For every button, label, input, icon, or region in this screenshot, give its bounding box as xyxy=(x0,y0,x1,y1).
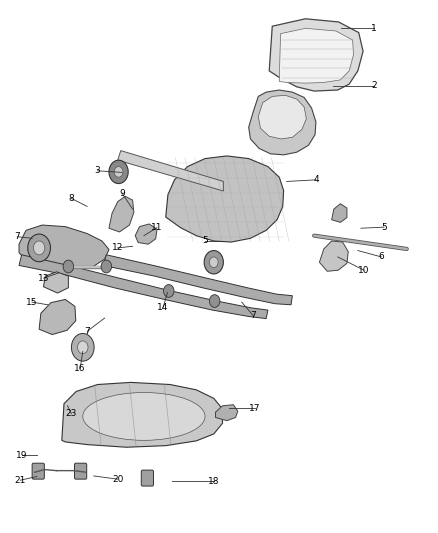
Polygon shape xyxy=(43,272,68,293)
Text: 21: 21 xyxy=(14,476,26,484)
Text: 20: 20 xyxy=(112,475,124,483)
Ellipse shape xyxy=(83,392,205,440)
Polygon shape xyxy=(258,95,306,139)
Circle shape xyxy=(28,234,50,262)
Circle shape xyxy=(109,160,128,183)
Text: 3: 3 xyxy=(95,166,100,175)
Text: 7: 7 xyxy=(14,232,20,241)
Text: 15: 15 xyxy=(26,297,38,306)
Polygon shape xyxy=(166,156,284,242)
Text: 12: 12 xyxy=(112,244,124,253)
Circle shape xyxy=(63,260,74,273)
Polygon shape xyxy=(39,300,76,335)
Text: 6: 6 xyxy=(378,253,384,261)
Text: 9: 9 xyxy=(119,189,125,198)
Text: 10: 10 xyxy=(358,266,370,274)
FancyBboxPatch shape xyxy=(32,463,44,479)
Circle shape xyxy=(78,341,88,354)
Text: 2: 2 xyxy=(371,81,377,90)
Circle shape xyxy=(101,260,112,273)
Text: 7: 7 xyxy=(250,311,256,320)
Polygon shape xyxy=(118,151,223,191)
Circle shape xyxy=(204,251,223,274)
Text: 5: 5 xyxy=(381,223,387,232)
Circle shape xyxy=(163,285,174,297)
Polygon shape xyxy=(332,204,347,222)
Circle shape xyxy=(71,334,94,361)
Text: 13: 13 xyxy=(38,273,49,282)
Text: 14: 14 xyxy=(157,303,169,312)
Text: 19: 19 xyxy=(16,451,28,460)
Polygon shape xyxy=(62,382,223,447)
Text: 18: 18 xyxy=(208,477,219,486)
FancyBboxPatch shape xyxy=(141,470,153,486)
Text: 1: 1 xyxy=(371,24,377,33)
Polygon shape xyxy=(215,405,238,421)
Polygon shape xyxy=(103,255,292,305)
Text: 16: 16 xyxy=(74,364,86,373)
Polygon shape xyxy=(19,225,109,271)
Text: 4: 4 xyxy=(313,175,319,184)
FancyBboxPatch shape xyxy=(74,463,87,479)
Circle shape xyxy=(209,257,218,268)
Polygon shape xyxy=(279,28,353,83)
Circle shape xyxy=(114,166,123,177)
Polygon shape xyxy=(109,196,134,232)
Polygon shape xyxy=(135,224,157,244)
Polygon shape xyxy=(319,241,348,271)
Text: 11: 11 xyxy=(151,223,163,232)
Circle shape xyxy=(33,241,45,255)
Polygon shape xyxy=(249,90,316,155)
Polygon shape xyxy=(19,255,268,319)
Text: 23: 23 xyxy=(66,409,77,418)
Text: 17: 17 xyxy=(249,404,261,413)
Circle shape xyxy=(209,295,220,308)
Polygon shape xyxy=(269,19,363,91)
Text: 5: 5 xyxy=(202,237,208,246)
Text: 8: 8 xyxy=(69,194,74,203)
Text: 7: 7 xyxy=(84,327,90,336)
